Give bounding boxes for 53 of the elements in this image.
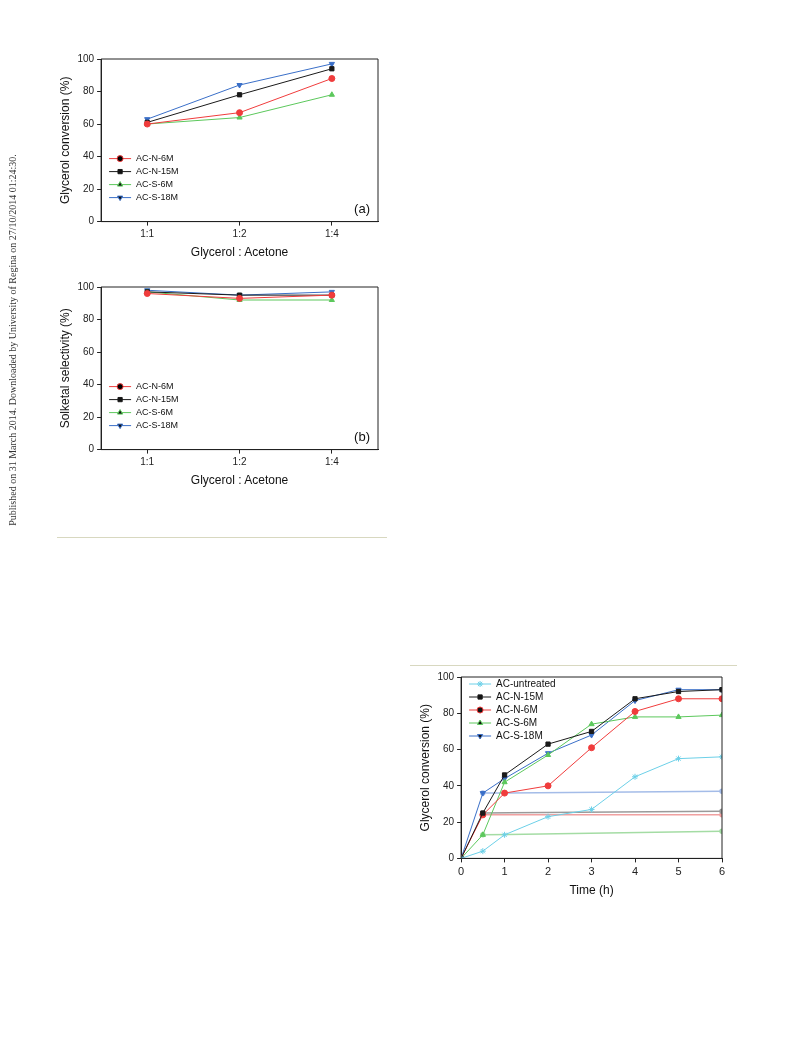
y-axis-title: Glycerol conversion (%) [417,704,432,832]
y-tick-label: 80 [442,707,455,719]
y-tick-label: 40 [82,150,95,162]
legend-label: AC-N-15M [496,690,544,702]
x-tick-label: 2 [544,865,552,878]
y-tick-label: 40 [82,378,95,390]
legend-label: AC-S-6M [496,716,538,728]
y-tick-label: 80 [82,313,95,325]
x-tick-label: 5 [675,865,682,878]
annotation: (b) [354,428,370,444]
y-tick-label: 40 [442,779,455,791]
legend-label: AC-N-6M [136,381,174,392]
y-tick-label: 60 [82,345,95,357]
legend-label: AC-N-6M [136,153,174,164]
annotation: (a) [354,200,370,216]
x-tick-label: 1 [501,865,508,878]
legend-label: AC-S-18M [136,420,179,431]
x-tick-label: 1:4 [324,228,340,240]
legend-label: AC-N-15M [136,394,179,405]
x-tick-label: 1:1 [140,456,155,468]
x-tick-label: 0 [458,865,465,878]
x-axis-title: Glycerol : Acetone [190,245,289,260]
y-tick-label: 0 [448,852,455,864]
x-tick-label: 3 [588,865,595,878]
x-axis-title: Time (h) [569,883,614,898]
legend-label: AC-N-15M [136,166,179,177]
y-tick-label: 20 [82,410,95,422]
y-tick-label: 100 [77,280,95,292]
legend-label: AC-N-6M [496,703,538,715]
y-tick-label: 0 [88,215,95,227]
legend-label: AC-S-6M [136,407,174,418]
y-tick-label: 0 [88,443,95,455]
x-tick-label: 1:2 [232,228,247,240]
y-tick-label: 80 [82,85,95,97]
y-tick-label: 100 [77,52,95,64]
x-tick-label: 1:2 [232,456,247,468]
y-tick-label: 60 [442,743,455,755]
legend-label: AC-S-18M [136,192,179,203]
x-tick-label: 1:1 [140,228,155,240]
y-tick-label: 60 [82,117,95,129]
y-tick-label: 100 [437,670,455,682]
legend-label: AC-S-18M [496,729,543,741]
y-tick-label: 20 [82,182,95,194]
x-tick-label: 4 [631,865,639,878]
y-tick-label: 20 [442,815,455,827]
x-tick-label: 1:4 [324,456,340,468]
legend-label: AC-S-6M [136,179,174,190]
x-axis-title: Glycerol : Acetone [190,473,289,488]
y-axis-title: Glycerol conversion (%) [57,76,72,204]
text: Published on 31 March 2014. Downloaded by University of Regina on 27/10/2014 01:24:30. [6,154,18,526]
legend-label: AC-untreated [496,677,556,689]
x-tick-label: 6 [718,865,726,878]
y-axis-title: Solketal selectivity (%) [57,308,72,429]
